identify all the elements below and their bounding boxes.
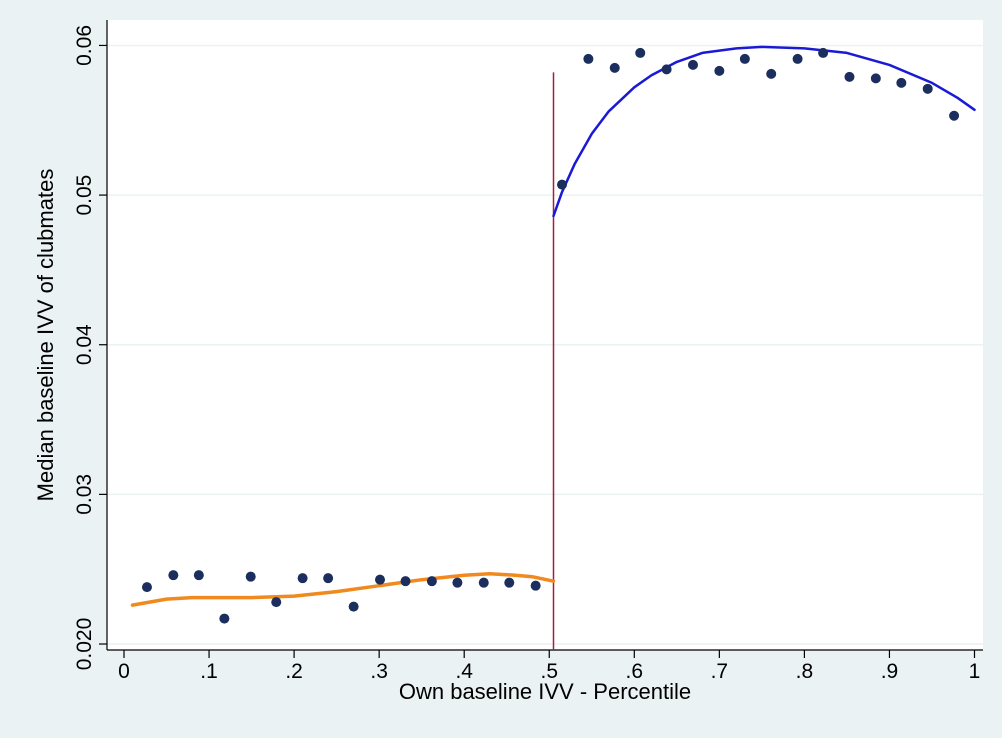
y-tick-label: 0.020 [73, 618, 96, 671]
scatter-point [271, 597, 282, 608]
scatter-point [478, 577, 489, 588]
x-tick-label: .3 [370, 660, 388, 683]
x-tick-label: .9 [881, 660, 899, 683]
fit-lines [130, 45, 976, 607]
x-tick-label: .1 [200, 660, 218, 683]
scatter-point [375, 574, 386, 585]
scatter-point [714, 65, 725, 76]
gridlines [107, 44, 983, 645]
scatter-points [141, 47, 960, 624]
scatter-point [557, 179, 568, 190]
scatter-point [297, 573, 308, 584]
scatter-point [583, 53, 594, 64]
scatter-point [922, 83, 933, 94]
x-tick-label: .5 [540, 660, 558, 683]
y-tick-label: 0.05 [73, 175, 96, 216]
y-tick-label: 0.03 [73, 474, 96, 515]
scatter-point [504, 577, 515, 588]
x-tick-label: 0 [118, 660, 130, 683]
scatter-point [661, 64, 672, 75]
scatter-point [896, 77, 907, 88]
y-tick-label: 0.06 [73, 25, 96, 66]
x-tick-label: .7 [711, 660, 729, 683]
axes: 0.020 0.03 0.04 0.05 0.06 0 .1 .2 .3 .4 .5 .6 .7 .8 .9… [73, 20, 983, 683]
plot-area [107, 20, 983, 650]
x-tick-label: 1 [969, 660, 981, 683]
scatter-point [609, 62, 620, 73]
x-tick-label: .2 [285, 660, 303, 683]
y-tick-label: 0.04 [73, 324, 96, 365]
scatter-point [635, 47, 646, 58]
scatter-point [818, 47, 829, 58]
scatter-point [766, 68, 777, 79]
scatter-point [141, 582, 152, 593]
fit-line-below-cutoff [130, 571, 556, 607]
x-tick-label: .4 [455, 660, 473, 683]
scatter-point [844, 71, 855, 82]
scatter-point [739, 53, 750, 64]
scatter-point [687, 59, 698, 70]
scatter-point [426, 576, 437, 587]
scatter-point [168, 570, 179, 581]
scatter-point [245, 571, 256, 582]
fit-line-above-cutoff [552, 45, 976, 218]
scatter-point [870, 73, 881, 84]
scatter-point [219, 613, 230, 624]
scatter-point [400, 576, 411, 587]
x-tick-label: .6 [626, 660, 644, 683]
scatter-point [348, 601, 359, 612]
scatter-point [530, 580, 541, 591]
x-axis-title: Own baseline IVV - Percentile [399, 679, 691, 704]
scatter-point [452, 577, 463, 588]
y-axis-title: Median baseline IVV of clubmates [33, 169, 58, 502]
scatter-point [949, 110, 960, 121]
scatter-point [323, 573, 334, 584]
scatter-point [193, 570, 204, 581]
scatter-point [792, 53, 803, 64]
x-tick-label: .8 [796, 660, 814, 683]
